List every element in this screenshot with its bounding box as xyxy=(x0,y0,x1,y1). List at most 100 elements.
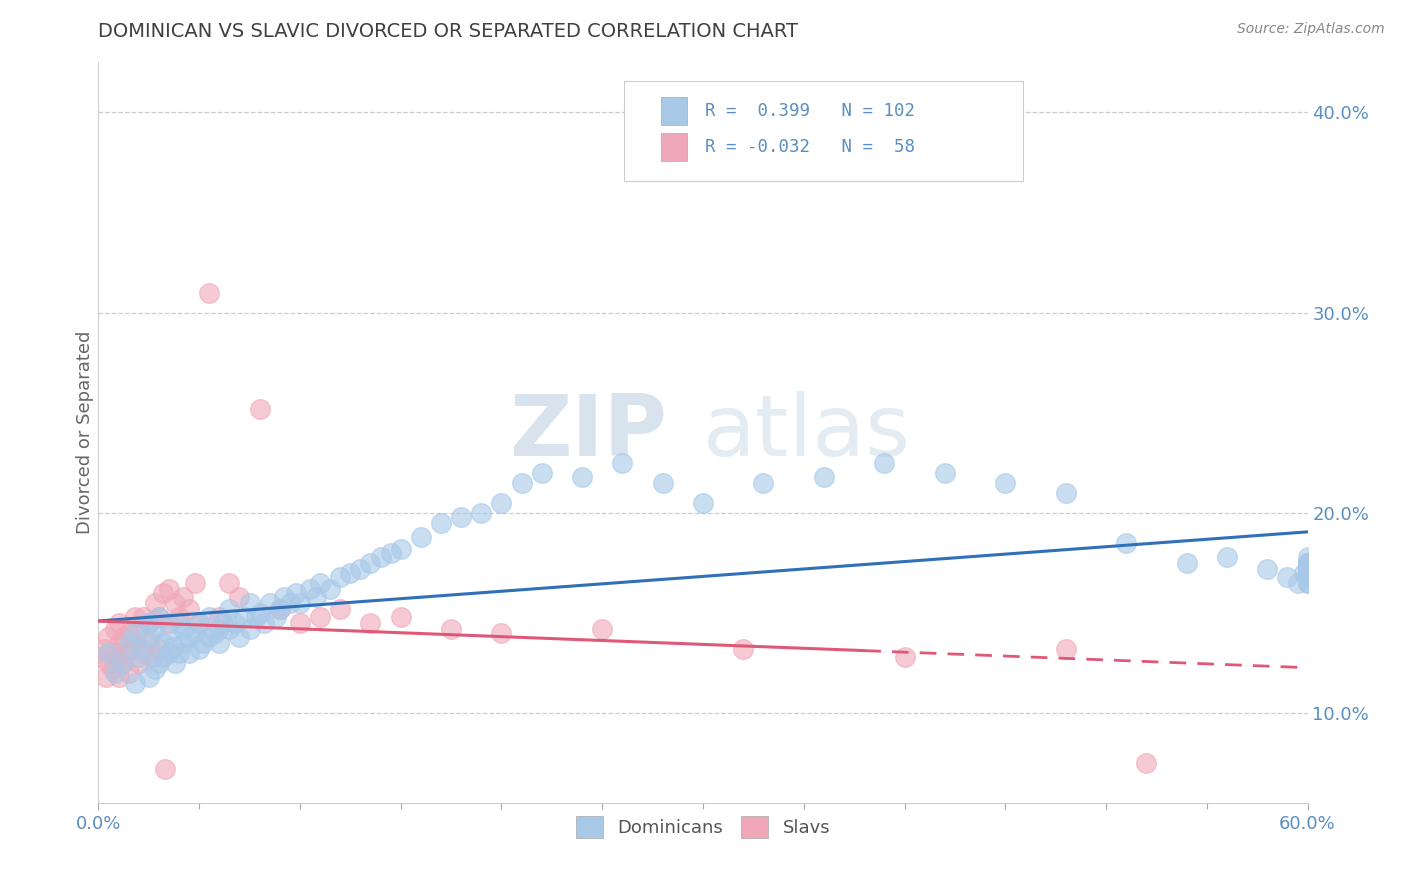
Point xyxy=(1296,549,1319,564)
Point xyxy=(163,596,186,610)
Point xyxy=(309,575,332,590)
Point xyxy=(198,609,221,624)
Point xyxy=(128,656,150,670)
Point xyxy=(491,496,513,510)
Point xyxy=(167,615,190,630)
Point xyxy=(162,640,184,654)
Point xyxy=(143,662,166,676)
Point xyxy=(118,625,141,640)
Point xyxy=(142,649,165,664)
Point xyxy=(132,641,155,656)
Point xyxy=(118,636,141,650)
Point xyxy=(1256,562,1278,576)
Point xyxy=(752,475,775,490)
Point xyxy=(97,630,120,644)
Point xyxy=(184,575,207,590)
Point xyxy=(179,646,201,660)
Point xyxy=(1054,641,1077,656)
Point xyxy=(1296,570,1319,584)
Point xyxy=(143,622,166,636)
Point xyxy=(239,596,262,610)
Point xyxy=(360,556,382,570)
Point xyxy=(124,636,146,650)
Point xyxy=(114,646,136,660)
Point xyxy=(218,622,240,636)
Point xyxy=(360,615,382,630)
Point xyxy=(1292,566,1315,580)
Point xyxy=(259,596,281,610)
Point xyxy=(239,622,262,636)
Point xyxy=(172,636,194,650)
Point xyxy=(172,590,194,604)
Point xyxy=(1296,570,1319,584)
Point xyxy=(152,649,174,664)
Point xyxy=(253,615,276,630)
Point xyxy=(269,601,291,615)
Point xyxy=(208,609,231,624)
Point xyxy=(1296,562,1319,576)
Point xyxy=(124,609,146,624)
Point xyxy=(249,606,271,620)
Point xyxy=(1296,556,1319,570)
Point xyxy=(1175,556,1198,570)
Point xyxy=(232,609,254,624)
Point xyxy=(329,601,352,615)
Point xyxy=(124,625,146,640)
Point xyxy=(329,570,352,584)
Point xyxy=(1296,575,1319,590)
Point xyxy=(510,475,533,490)
Point xyxy=(198,285,221,300)
Point xyxy=(1115,535,1137,549)
Text: Source: ZipAtlas.com: Source: ZipAtlas.com xyxy=(1237,22,1385,37)
Point xyxy=(132,609,155,624)
Point xyxy=(138,615,160,630)
Point xyxy=(167,609,190,624)
Point xyxy=(264,609,287,624)
Point xyxy=(179,601,201,615)
Point xyxy=(491,625,513,640)
Point xyxy=(1296,556,1319,570)
Point xyxy=(157,582,180,596)
Point xyxy=(440,622,463,636)
FancyBboxPatch shape xyxy=(661,133,688,161)
Point xyxy=(1054,485,1077,500)
Point xyxy=(103,665,125,680)
Point xyxy=(148,609,170,624)
Point xyxy=(1286,575,1309,590)
Point xyxy=(389,541,412,556)
Point xyxy=(1296,556,1319,570)
Point xyxy=(430,516,453,530)
Text: atlas: atlas xyxy=(703,391,911,475)
Point xyxy=(733,641,755,656)
Point xyxy=(111,656,134,670)
Point xyxy=(157,646,180,660)
Point xyxy=(184,625,207,640)
Point xyxy=(128,649,150,664)
Point xyxy=(120,641,142,656)
Point xyxy=(193,636,215,650)
Point xyxy=(97,646,120,660)
Point xyxy=(148,641,170,656)
Point xyxy=(450,509,472,524)
Point xyxy=(530,466,553,480)
Point xyxy=(319,582,342,596)
Point xyxy=(157,615,180,630)
Point xyxy=(893,649,915,664)
Point xyxy=(208,622,231,636)
Point xyxy=(143,596,166,610)
Point xyxy=(249,401,271,416)
Point xyxy=(218,601,240,615)
Point xyxy=(284,585,307,599)
Point xyxy=(470,506,492,520)
Point xyxy=(212,615,235,630)
Point xyxy=(93,641,115,656)
Point xyxy=(1216,549,1239,564)
Point xyxy=(96,670,118,684)
Point xyxy=(152,636,174,650)
Point xyxy=(118,665,141,680)
Point xyxy=(124,675,146,690)
Point xyxy=(571,469,593,483)
Point xyxy=(167,646,190,660)
Point xyxy=(138,636,160,650)
Point xyxy=(1277,570,1299,584)
